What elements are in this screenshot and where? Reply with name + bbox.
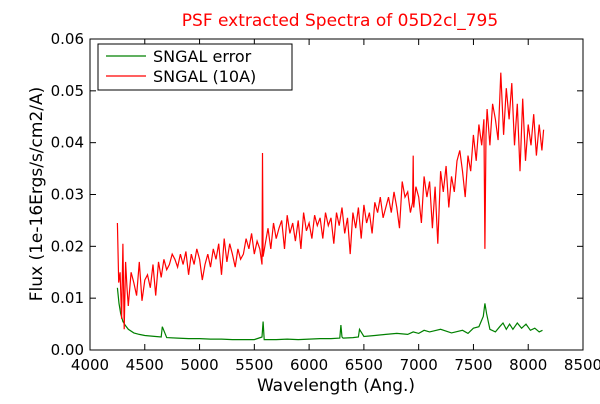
x-tick-label: 7000 <box>400 356 438 374</box>
y-tick-label: 0.04 <box>51 134 84 152</box>
x-tick-label: 6000 <box>290 356 328 374</box>
axes-frame <box>89 38 584 351</box>
y-tick-label: 0.01 <box>51 289 84 307</box>
x-tick-label: 4500 <box>126 356 164 374</box>
series-line-sngal-10a <box>116 72 545 330</box>
y-tick-label: 0.06 <box>51 30 84 48</box>
y-tick-label: 0.05 <box>51 82 84 100</box>
series-layer <box>116 72 545 341</box>
legend-label-error: SNGAL error <box>153 47 252 66</box>
x-tick-label: 8500 <box>564 356 600 374</box>
legend: SNGAL error SNGAL (10A) <box>97 43 293 91</box>
x-tick-label: 7500 <box>454 356 492 374</box>
x-tick-label: 5000 <box>180 356 218 374</box>
legend-box <box>97 43 293 91</box>
tick-layer: 4000 4500 5000 5500 6000 6500 7000 7500 8000 8500… <box>51 30 600 374</box>
x-tick-label: 5500 <box>235 356 273 374</box>
plot-area: 4000 4500 5000 5500 6000 6500 7000 7500 8000 8500… <box>51 30 600 374</box>
y-tick-label: 0.03 <box>51 186 84 204</box>
legend-label-flux: SNGAL (10A) <box>153 67 256 86</box>
x-axis-label: Wavelength (Ang.) <box>257 376 415 396</box>
y-tick-label: 0.02 <box>51 237 84 255</box>
series-line-sngal-error <box>116 287 543 341</box>
chart-title: PSF extracted Spectra of 05D2cl_795 <box>182 11 498 31</box>
y-tick-label: 0.00 <box>51 341 84 359</box>
y-axis-label: Flux (1e-16Ergs/s/cm2/A) <box>27 87 47 302</box>
x-tick-label: 8000 <box>509 356 547 374</box>
x-tick-label: 4000 <box>71 356 109 374</box>
x-tick-label: 6500 <box>345 356 383 374</box>
